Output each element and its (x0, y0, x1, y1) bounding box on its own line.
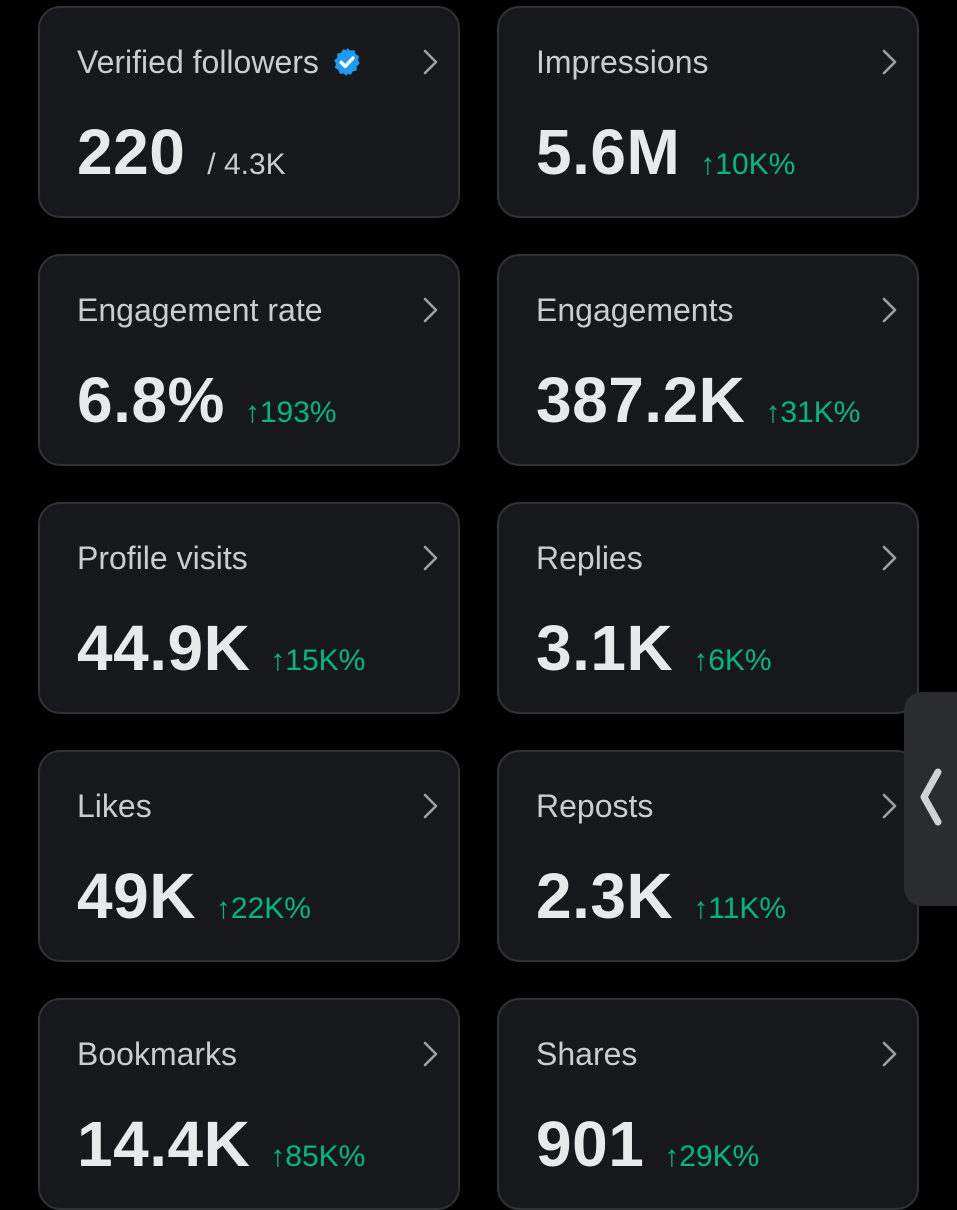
chevron-right-icon (423, 793, 438, 819)
metric-label: Engagement rate (77, 292, 323, 328)
metric-label: Shares (536, 1036, 638, 1072)
metric-value: 5.6M (536, 116, 681, 188)
metric-value: 6.8% (77, 364, 225, 436)
metric-value: 44.9K (77, 612, 251, 684)
chevron-right-icon (882, 1041, 897, 1067)
metric-value-row: 14.4K ↑85K% (77, 1108, 365, 1180)
metric-label-wrapper: Engagement rate (77, 290, 323, 330)
metric-label-wrapper: Replies (536, 538, 643, 578)
metric-label-wrapper: Likes (77, 786, 152, 826)
chevron-right-icon (423, 49, 438, 75)
chevron-right-icon (882, 545, 897, 571)
metric-card-replies[interactable]: Replies 3.1K ↑6K% (497, 502, 919, 714)
chevron-right-icon (423, 545, 438, 571)
metric-value-row: 5.6M ↑10K% (536, 116, 795, 188)
metric-value-row: 387.2K ↑31K% (536, 364, 860, 436)
metric-label: Bookmarks (77, 1036, 238, 1072)
chevron-left-icon (920, 768, 942, 826)
chevron-right-icon (882, 793, 897, 819)
metric-change: ↑29K% (664, 1140, 760, 1173)
metric-change: ↑85K% (270, 1140, 366, 1173)
metric-value-row: 220 / 4.3K (77, 116, 286, 188)
metric-label: Engagements (536, 292, 734, 328)
side-drawer-handle[interactable] (904, 692, 957, 906)
metric-value-row: 2.3K ↑11K% (536, 860, 786, 932)
metric-value-row: 44.9K ↑15K% (77, 612, 365, 684)
chevron-right-icon (423, 297, 438, 323)
metric-card-reposts[interactable]: Reposts 2.3K ↑11K% (497, 750, 919, 962)
metric-label: Profile visits (77, 540, 248, 576)
metric-label-wrapper: Reposts (536, 786, 653, 826)
metric-card-impressions[interactable]: Impressions 5.6M ↑10K% (497, 6, 919, 218)
metric-label-wrapper: Impressions (536, 42, 709, 82)
chevron-right-icon (882, 297, 897, 323)
metric-value: 220 (77, 116, 186, 188)
verified-badge-icon (334, 48, 360, 76)
chevron-right-icon (423, 1041, 438, 1067)
metric-label-wrapper: Shares (536, 1034, 637, 1074)
metric-card-engagements[interactable]: Engagements 387.2K ↑31K% (497, 254, 919, 466)
metric-total: / 4.3K (207, 148, 286, 181)
metric-value-row: 901 ↑29K% (536, 1108, 759, 1180)
metric-change: ↑11K% (693, 892, 787, 925)
metric-value: 2.3K (536, 860, 674, 932)
metric-card-bookmarks[interactable]: Bookmarks 14.4K ↑85K% (38, 998, 460, 1210)
metric-value: 3.1K (536, 612, 674, 684)
metric-card-likes[interactable]: Likes 49K ↑22K% (38, 750, 460, 962)
metric-value: 49K (77, 860, 196, 932)
metric-change: ↑193% (244, 396, 337, 429)
metric-card-profile-visits[interactable]: Profile visits 44.9K ↑15K% (38, 502, 460, 714)
metric-card-shares[interactable]: Shares 901 ↑29K% (497, 998, 919, 1210)
metric-label-wrapper: Profile visits (77, 538, 248, 578)
metric-label: Verified followers (77, 44, 319, 80)
metric-value-row: 3.1K ↑6K% (536, 612, 772, 684)
metric-value: 14.4K (77, 1108, 251, 1180)
metric-label: Replies (536, 540, 643, 576)
metric-change: ↑31K% (765, 396, 861, 429)
metric-label: Reposts (536, 788, 654, 824)
metric-change: ↑22K% (215, 892, 311, 925)
metric-value-row: 6.8% ↑193% (77, 364, 337, 436)
metric-change: ↑6K% (693, 644, 772, 677)
metric-value: 387.2K (536, 364, 746, 436)
metric-label-wrapper: Verified followers (77, 42, 363, 82)
metric-change: ↑15K% (270, 644, 366, 677)
chevron-right-icon (882, 49, 897, 75)
metric-change: ↑10K% (700, 148, 796, 181)
metric-card-engagement-rate[interactable]: Engagement rate 6.8% ↑193% (38, 254, 460, 466)
metric-card-verified-followers[interactable]: Verified followers 220 / 4.3K (38, 6, 460, 218)
metric-label-wrapper: Bookmarks (77, 1034, 237, 1074)
metric-value-row: 49K ↑22K% (77, 860, 311, 932)
metrics-grid: Verified followers 220 / 4.3K Impression… (38, 6, 919, 1210)
metric-label: Likes (77, 788, 152, 824)
metric-label: Impressions (536, 44, 709, 80)
metric-value: 901 (536, 1108, 645, 1180)
metric-label-wrapper: Engagements (536, 290, 733, 330)
